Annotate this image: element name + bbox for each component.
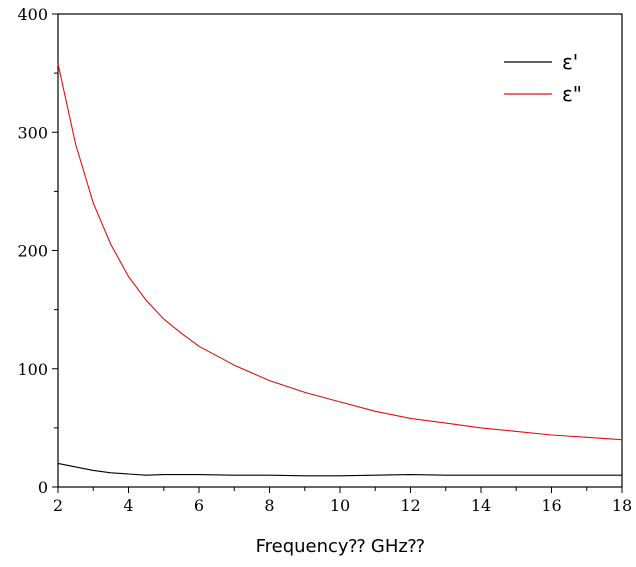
series-line-1	[57, 462, 622, 477]
legend-label-1: ε'	[562, 50, 578, 74]
y-tick-label: 0	[38, 478, 48, 497]
x-tick-label: 12	[400, 496, 420, 515]
x-tick-label: 8	[264, 496, 274, 515]
legend: ε' ε"	[504, 50, 582, 106]
y-tick-label: 300	[17, 123, 48, 142]
x-tick-label: 6	[194, 496, 204, 515]
x-tick-label: 4	[123, 496, 133, 515]
x-tick-label: 10	[330, 496, 350, 515]
y-tick-label: 100	[17, 360, 48, 379]
x-tick-label: 18	[612, 496, 632, 515]
x-tick-label: 16	[541, 496, 561, 515]
y-tick-label: 200	[17, 242, 48, 261]
legend-label-2: ε"	[562, 82, 582, 106]
series-line-2	[57, 63, 623, 441]
axes-layer: 2 4 6 8 10 12 14 16 18 0 100 200 300 400	[17, 5, 632, 515]
x-tick-label: 2	[53, 496, 63, 515]
plot-area	[57, 13, 623, 488]
y-tick-label: 400	[17, 5, 48, 24]
plot-frame	[57, 13, 623, 488]
x-tick-label: 14	[471, 496, 491, 515]
x-axis-title: Frequency⁇ GHz⁇	[256, 536, 425, 557]
series-layer	[57, 63, 623, 477]
